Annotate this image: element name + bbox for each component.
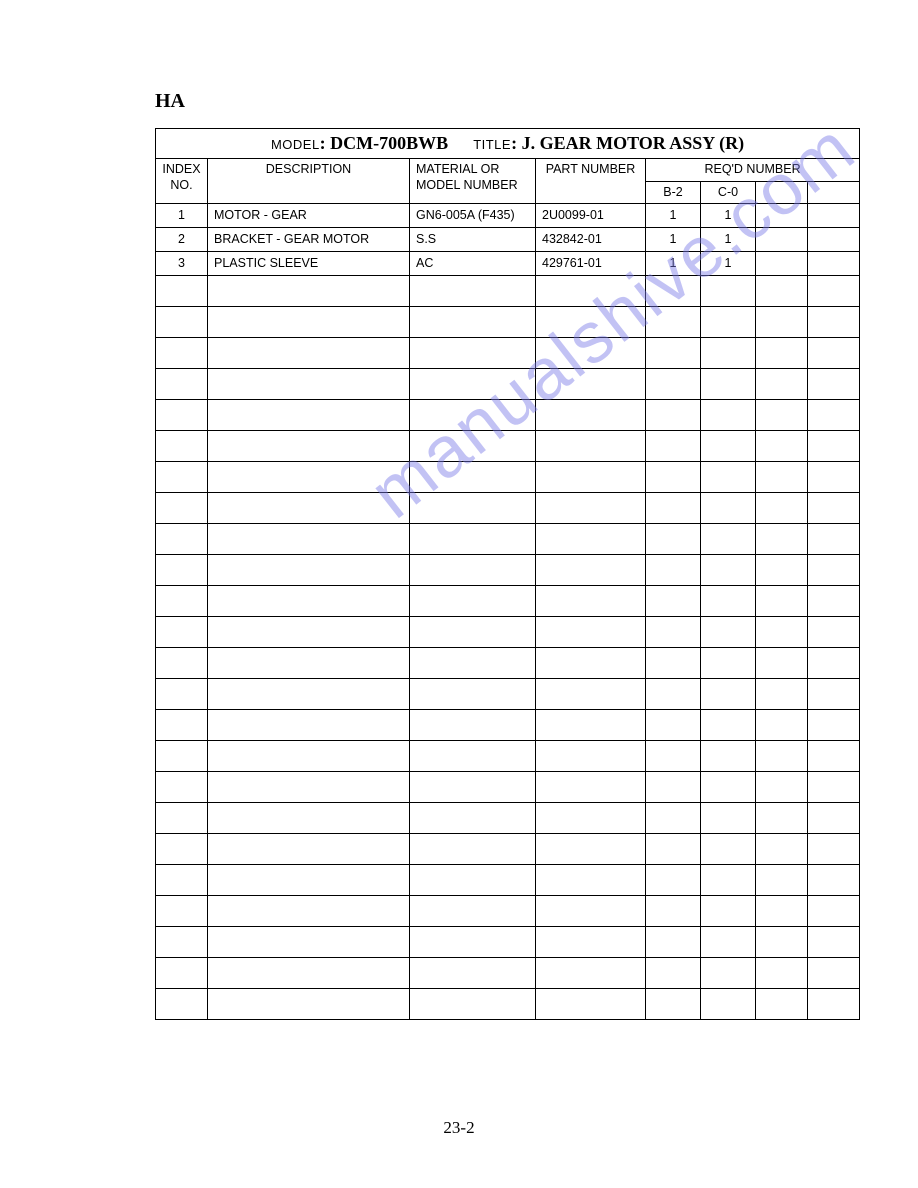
cell-q2 [756,227,808,251]
sub-col-3 [808,181,860,203]
cell-q2 [756,251,808,275]
table-row-empty [156,399,860,430]
col-part: PART NUMBER [536,159,646,204]
cell-index: 1 [156,203,208,227]
cell-q3 [808,227,860,251]
table-row-empty [156,833,860,864]
sub-col-1: C-0 [701,181,756,203]
cell-index: 2 [156,227,208,251]
table-row-empty [156,554,860,585]
cell-description: BRACKET - GEAR MOTOR [208,227,410,251]
cell-description: PLASTIC SLEEVE [208,251,410,275]
cell-part: 429761-01 [536,251,646,275]
cell-q0: 1 [646,227,701,251]
title-row: MODEL: DCM-700BWB TITLE: J. GEAR MOTOR A… [156,129,860,159]
table-row: 2BRACKET - GEAR MOTORS.S432842-0111 [156,227,860,251]
table-row-empty [156,306,860,337]
model-label: MODEL [271,137,320,152]
col-reqd: REQ'D NUMBER [646,159,860,182]
cell-q2 [756,203,808,227]
table-row-empty [156,957,860,988]
cell-index: 3 [156,251,208,275]
model-value: DCM-700BWB [330,133,448,153]
table-row-empty [156,771,860,802]
table-body: 1MOTOR - GEARGN6-005A (F435)2U0099-01112… [156,203,860,1019]
table-row-empty [156,430,860,461]
table-row-empty [156,709,860,740]
cell-part: 2U0099-01 [536,203,646,227]
cell-material: S.S [410,227,536,251]
table-row-empty [156,895,860,926]
title-label: TITLE [473,137,511,152]
parts-list-page: MODEL: DCM-700BWB TITLE: J. GEAR MOTOR A… [155,90,859,1020]
cell-q3 [808,203,860,227]
table-row-empty [156,926,860,957]
table-row-empty [156,337,860,368]
table-row-empty [156,461,860,492]
table-row-empty [156,275,860,306]
cell-material: AC [410,251,536,275]
sub-col-2 [756,181,808,203]
sub-col-0: B-2 [646,181,701,203]
table-row-empty [156,802,860,833]
cell-material: GN6-005A (F435) [410,203,536,227]
col-index: INDEX NO. [156,159,208,204]
table-row-empty [156,740,860,771]
table-row-empty [156,492,860,523]
table-row-empty [156,616,860,647]
table-row: 3PLASTIC SLEEVEAC429761-0111 [156,251,860,275]
cell-q1: 1 [701,251,756,275]
table-row-empty [156,678,860,709]
col-description: DESCRIPTION [208,159,410,204]
page-number: 23-2 [0,1118,918,1138]
cell-q1: 1 [701,227,756,251]
cell-part: 432842-01 [536,227,646,251]
table-row: 1MOTOR - GEARGN6-005A (F435)2U0099-0111 [156,203,860,227]
table-row-empty [156,368,860,399]
cell-description: MOTOR - GEAR [208,203,410,227]
header-row: INDEX NO. DESCRIPTION MATERIAL OR MODEL … [156,159,860,182]
table-row-empty [156,647,860,678]
cell-q0: 1 [646,251,701,275]
cell-q1: 1 [701,203,756,227]
table-row-empty [156,988,860,1019]
cell-q0: 1 [646,203,701,227]
cell-q3 [808,251,860,275]
col-material: MATERIAL OR MODEL NUMBER [410,159,536,204]
table-row-empty [156,864,860,895]
table-row-empty [156,523,860,554]
title-cell: MODEL: DCM-700BWB TITLE: J. GEAR MOTOR A… [156,129,860,159]
table-row-empty [156,585,860,616]
title-value: J. GEAR MOTOR ASSY (R) [522,133,745,153]
parts-table: MODEL: DCM-700BWB TITLE: J. GEAR MOTOR A… [155,128,860,1020]
